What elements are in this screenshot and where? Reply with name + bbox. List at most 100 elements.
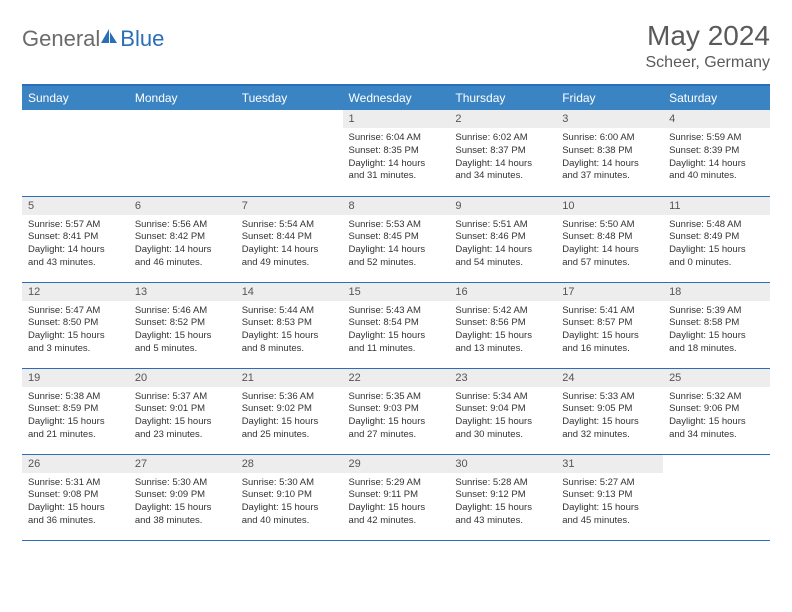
calendar-day-cell: 7Sunrise: 5:54 AMSunset: 8:44 PMDaylight… xyxy=(236,196,343,282)
day-details: Sunrise: 6:02 AMSunset: 8:37 PMDaylight:… xyxy=(449,128,556,189)
calendar-day-cell: 9Sunrise: 5:51 AMSunset: 8:46 PMDaylight… xyxy=(449,196,556,282)
day-details: Sunrise: 5:30 AMSunset: 9:09 PMDaylight:… xyxy=(129,473,236,534)
calendar-week-row: 12Sunrise: 5:47 AMSunset: 8:50 PMDayligh… xyxy=(22,282,770,368)
calendar-day-cell: 20Sunrise: 5:37 AMSunset: 9:01 PMDayligh… xyxy=(129,368,236,454)
day-number: 1 xyxy=(343,110,450,128)
day-details: Sunrise: 5:27 AMSunset: 9:13 PMDaylight:… xyxy=(556,473,663,534)
day-details: Sunrise: 5:59 AMSunset: 8:39 PMDaylight:… xyxy=(663,128,770,189)
calendar-day-cell: 5Sunrise: 5:57 AMSunset: 8:41 PMDaylight… xyxy=(22,196,129,282)
day-number: 17 xyxy=(556,283,663,301)
calendar-day-cell: 19Sunrise: 5:38 AMSunset: 8:59 PMDayligh… xyxy=(22,368,129,454)
day-number: 4 xyxy=(663,110,770,128)
calendar-body: 1Sunrise: 6:04 AMSunset: 8:35 PMDaylight… xyxy=(22,110,770,540)
weekday-header: Saturday xyxy=(663,85,770,110)
calendar-day-cell xyxy=(663,454,770,540)
day-details: Sunrise: 5:51 AMSunset: 8:46 PMDaylight:… xyxy=(449,215,556,276)
day-details: Sunrise: 5:47 AMSunset: 8:50 PMDaylight:… xyxy=(22,301,129,362)
calendar-week-row: 26Sunrise: 5:31 AMSunset: 9:08 PMDayligh… xyxy=(22,454,770,540)
weekday-header-row: SundayMondayTuesdayWednesdayThursdayFrid… xyxy=(22,85,770,110)
day-details: Sunrise: 6:04 AMSunset: 8:35 PMDaylight:… xyxy=(343,128,450,189)
day-details: Sunrise: 5:42 AMSunset: 8:56 PMDaylight:… xyxy=(449,301,556,362)
weekday-header: Friday xyxy=(556,85,663,110)
day-details: Sunrise: 5:53 AMSunset: 8:45 PMDaylight:… xyxy=(343,215,450,276)
day-number: 5 xyxy=(22,197,129,215)
day-number: 6 xyxy=(129,197,236,215)
day-details: Sunrise: 5:38 AMSunset: 8:59 PMDaylight:… xyxy=(22,387,129,448)
day-details: Sunrise: 5:56 AMSunset: 8:42 PMDaylight:… xyxy=(129,215,236,276)
header: General Blue May 2024 Scheer, Germany xyxy=(22,20,770,72)
day-number: 27 xyxy=(129,455,236,473)
day-details: Sunrise: 5:31 AMSunset: 9:08 PMDaylight:… xyxy=(22,473,129,534)
day-number: 26 xyxy=(22,455,129,473)
calendar-table: SundayMondayTuesdayWednesdayThursdayFrid… xyxy=(22,84,770,541)
day-details: Sunrise: 5:28 AMSunset: 9:12 PMDaylight:… xyxy=(449,473,556,534)
calendar-day-cell: 28Sunrise: 5:30 AMSunset: 9:10 PMDayligh… xyxy=(236,454,343,540)
day-details: Sunrise: 5:36 AMSunset: 9:02 PMDaylight:… xyxy=(236,387,343,448)
calendar-day-cell xyxy=(129,110,236,196)
calendar-day-cell: 21Sunrise: 5:36 AMSunset: 9:02 PMDayligh… xyxy=(236,368,343,454)
day-details: Sunrise: 5:54 AMSunset: 8:44 PMDaylight:… xyxy=(236,215,343,276)
day-number: 2 xyxy=(449,110,556,128)
day-details: Sunrise: 5:46 AMSunset: 8:52 PMDaylight:… xyxy=(129,301,236,362)
weekday-header: Tuesday xyxy=(236,85,343,110)
day-details: Sunrise: 5:48 AMSunset: 8:49 PMDaylight:… xyxy=(663,215,770,276)
weekday-header: Sunday xyxy=(22,85,129,110)
day-number: 28 xyxy=(236,455,343,473)
day-number: 30 xyxy=(449,455,556,473)
day-details: Sunrise: 5:39 AMSunset: 8:58 PMDaylight:… xyxy=(663,301,770,362)
calendar-day-cell: 14Sunrise: 5:44 AMSunset: 8:53 PMDayligh… xyxy=(236,282,343,368)
calendar-week-row: 5Sunrise: 5:57 AMSunset: 8:41 PMDaylight… xyxy=(22,196,770,282)
calendar-day-cell: 10Sunrise: 5:50 AMSunset: 8:48 PMDayligh… xyxy=(556,196,663,282)
logo: General Blue xyxy=(22,20,164,52)
calendar-day-cell: 8Sunrise: 5:53 AMSunset: 8:45 PMDaylight… xyxy=(343,196,450,282)
day-details: Sunrise: 6:00 AMSunset: 8:38 PMDaylight:… xyxy=(556,128,663,189)
day-number: 31 xyxy=(556,455,663,473)
calendar-day-cell: 3Sunrise: 6:00 AMSunset: 8:38 PMDaylight… xyxy=(556,110,663,196)
day-number: 13 xyxy=(129,283,236,301)
calendar-day-cell: 22Sunrise: 5:35 AMSunset: 9:03 PMDayligh… xyxy=(343,368,450,454)
weekday-header: Thursday xyxy=(449,85,556,110)
day-number: 3 xyxy=(556,110,663,128)
calendar-week-row: 19Sunrise: 5:38 AMSunset: 8:59 PMDayligh… xyxy=(22,368,770,454)
calendar-day-cell: 27Sunrise: 5:30 AMSunset: 9:09 PMDayligh… xyxy=(129,454,236,540)
calendar-day-cell: 11Sunrise: 5:48 AMSunset: 8:49 PMDayligh… xyxy=(663,196,770,282)
calendar-day-cell: 13Sunrise: 5:46 AMSunset: 8:52 PMDayligh… xyxy=(129,282,236,368)
calendar-day-cell: 29Sunrise: 5:29 AMSunset: 9:11 PMDayligh… xyxy=(343,454,450,540)
day-number: 11 xyxy=(663,197,770,215)
calendar-day-cell: 25Sunrise: 5:32 AMSunset: 9:06 PMDayligh… xyxy=(663,368,770,454)
day-number: 12 xyxy=(22,283,129,301)
day-number: 21 xyxy=(236,369,343,387)
day-number: 24 xyxy=(556,369,663,387)
title-block: May 2024 Scheer, Germany xyxy=(646,20,771,72)
day-details: Sunrise: 5:33 AMSunset: 9:05 PMDaylight:… xyxy=(556,387,663,448)
day-number: 14 xyxy=(236,283,343,301)
weekday-header: Wednesday xyxy=(343,85,450,110)
calendar-day-cell: 23Sunrise: 5:34 AMSunset: 9:04 PMDayligh… xyxy=(449,368,556,454)
day-number: 23 xyxy=(449,369,556,387)
day-details: Sunrise: 5:41 AMSunset: 8:57 PMDaylight:… xyxy=(556,301,663,362)
logo-text-general: General xyxy=(22,26,100,52)
calendar-day-cell: 26Sunrise: 5:31 AMSunset: 9:08 PMDayligh… xyxy=(22,454,129,540)
calendar-day-cell: 18Sunrise: 5:39 AMSunset: 8:58 PMDayligh… xyxy=(663,282,770,368)
calendar-day-cell: 2Sunrise: 6:02 AMSunset: 8:37 PMDaylight… xyxy=(449,110,556,196)
day-number: 22 xyxy=(343,369,450,387)
location: Scheer, Germany xyxy=(646,54,771,72)
day-number: 7 xyxy=(236,197,343,215)
day-details: Sunrise: 5:57 AMSunset: 8:41 PMDaylight:… xyxy=(22,215,129,276)
day-number: 15 xyxy=(343,283,450,301)
calendar-day-cell: 17Sunrise: 5:41 AMSunset: 8:57 PMDayligh… xyxy=(556,282,663,368)
day-details: Sunrise: 5:37 AMSunset: 9:01 PMDaylight:… xyxy=(129,387,236,448)
day-details: Sunrise: 5:44 AMSunset: 8:53 PMDaylight:… xyxy=(236,301,343,362)
calendar-day-cell: 15Sunrise: 5:43 AMSunset: 8:54 PMDayligh… xyxy=(343,282,450,368)
calendar-day-cell: 24Sunrise: 5:33 AMSunset: 9:05 PMDayligh… xyxy=(556,368,663,454)
day-details: Sunrise: 5:35 AMSunset: 9:03 PMDaylight:… xyxy=(343,387,450,448)
day-number: 20 xyxy=(129,369,236,387)
day-number: 25 xyxy=(663,369,770,387)
calendar-day-cell: 6Sunrise: 5:56 AMSunset: 8:42 PMDaylight… xyxy=(129,196,236,282)
day-number: 16 xyxy=(449,283,556,301)
day-details: Sunrise: 5:34 AMSunset: 9:04 PMDaylight:… xyxy=(449,387,556,448)
day-number: 19 xyxy=(22,369,129,387)
day-details: Sunrise: 5:32 AMSunset: 9:06 PMDaylight:… xyxy=(663,387,770,448)
day-number: 9 xyxy=(449,197,556,215)
calendar-day-cell xyxy=(236,110,343,196)
